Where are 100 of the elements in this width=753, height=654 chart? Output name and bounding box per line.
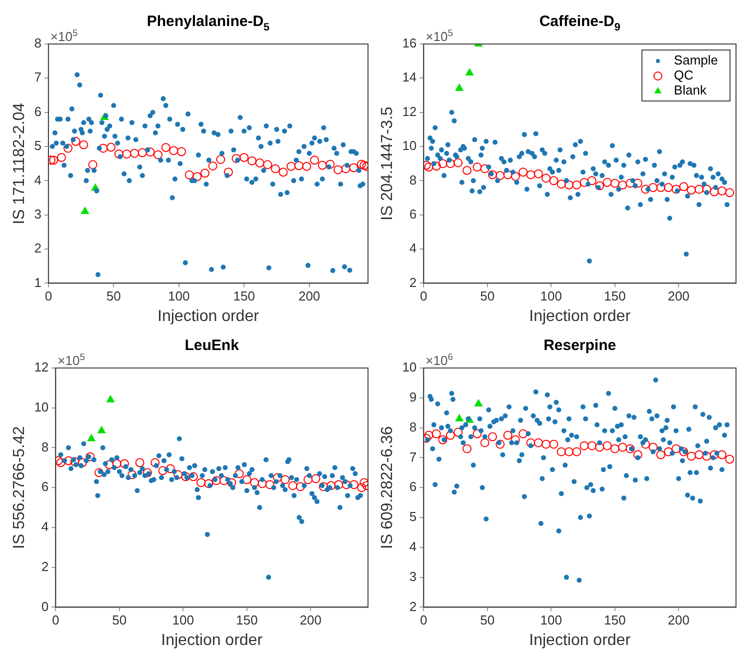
point <box>112 459 122 468</box>
point <box>200 168 210 178</box>
point <box>710 187 719 196</box>
point <box>626 178 635 188</box>
point <box>725 188 734 198</box>
y-tick-label: 8 <box>409 172 417 188</box>
point <box>672 184 681 194</box>
point <box>204 479 214 488</box>
point <box>138 148 147 158</box>
point <box>446 159 455 168</box>
legend-label: Blank <box>674 82 707 98</box>
point <box>602 178 612 187</box>
point <box>63 144 72 153</box>
point <box>580 178 589 187</box>
point <box>288 481 298 490</box>
point <box>518 168 528 177</box>
point <box>234 469 244 478</box>
x-axis-title: Injection order <box>158 308 260 325</box>
x-axis-title: Injection order <box>529 308 632 325</box>
x-tick-label: 50 <box>480 288 495 304</box>
point <box>227 478 236 488</box>
point <box>224 168 233 177</box>
x-tick-label: 150 <box>604 288 626 304</box>
point <box>587 176 596 186</box>
point <box>166 464 175 474</box>
point <box>356 160 366 169</box>
point <box>664 183 673 192</box>
point <box>702 184 712 194</box>
point <box>130 148 140 158</box>
point <box>120 459 130 468</box>
point <box>87 434 96 442</box>
point <box>263 160 272 170</box>
x-tick-label: 0 <box>420 288 428 304</box>
point <box>549 176 558 186</box>
x-tick-label: 100 <box>540 612 562 628</box>
point <box>556 180 566 189</box>
point <box>302 162 312 171</box>
point <box>424 162 434 172</box>
point <box>349 480 358 490</box>
point <box>503 170 512 180</box>
point <box>196 478 206 488</box>
x-tick-label: 200 <box>668 288 690 304</box>
point <box>146 147 155 156</box>
point <box>49 156 58 165</box>
point <box>250 478 260 488</box>
point <box>188 472 198 482</box>
point <box>510 172 520 181</box>
point <box>542 174 551 183</box>
y-tick-label: 7 <box>34 70 42 85</box>
point <box>318 482 328 492</box>
point <box>150 458 160 468</box>
y-tick-label: 2 <box>34 240 42 256</box>
y-tick-label: 3 <box>409 568 417 584</box>
y-tick-label: 8 <box>41 439 49 454</box>
point <box>232 154 241 163</box>
chart-title: LeuEnk <box>184 337 240 354</box>
point <box>56 152 66 162</box>
y-tick-label: 2 <box>409 598 417 614</box>
y-tick-label: 16 <box>402 36 417 51</box>
y-axis-title: IS 609.2822-6.36 <box>379 426 396 549</box>
y-tick-label: 14 <box>402 70 417 85</box>
point <box>462 166 472 175</box>
point <box>326 481 336 490</box>
chart-title: Reserpine <box>544 337 616 354</box>
x-tick-label: 200 <box>668 612 690 628</box>
y-tick-label: 10 <box>402 138 417 154</box>
y-axis-title: IS 171.1182-2.04 <box>11 102 28 224</box>
point <box>564 180 574 190</box>
point <box>572 180 582 190</box>
point <box>454 158 463 168</box>
point <box>208 161 218 170</box>
point <box>161 143 170 152</box>
y-axis-title: IS 204.1447-3.5 <box>379 106 396 221</box>
point <box>466 68 474 76</box>
x-axis-title: Injection order <box>161 632 264 649</box>
y-tick-label: 2 <box>41 558 49 574</box>
point <box>679 182 688 192</box>
point <box>98 144 108 153</box>
point <box>247 156 256 166</box>
point <box>360 478 368 488</box>
point <box>286 162 296 171</box>
point <box>304 475 313 484</box>
point <box>71 136 80 146</box>
y-tick-label: 5 <box>409 509 417 524</box>
point <box>56 458 66 468</box>
point <box>153 150 162 160</box>
point <box>496 171 505 180</box>
point <box>526 170 536 180</box>
point <box>349 163 358 172</box>
point <box>255 158 264 168</box>
point <box>88 160 98 170</box>
point <box>280 475 290 484</box>
point <box>104 460 114 470</box>
point <box>106 142 116 152</box>
point <box>181 472 190 482</box>
point <box>158 466 168 476</box>
point <box>48 156 56 165</box>
point <box>472 162 482 172</box>
x-tick-label: 150 <box>236 612 258 628</box>
y-tick-label: 10 <box>34 399 49 414</box>
